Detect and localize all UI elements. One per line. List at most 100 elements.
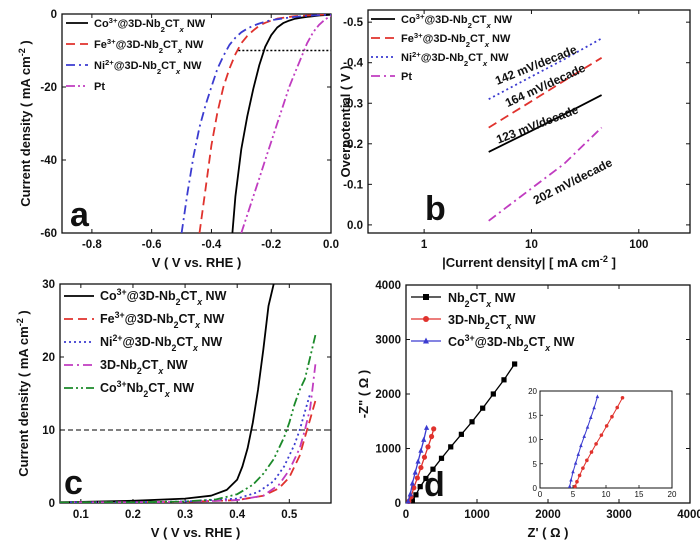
y-tick-label: 20	[42, 352, 55, 364]
inset-data-point	[581, 466, 585, 470]
legend-marker	[423, 337, 429, 344]
y-tick-label: -0.5	[343, 17, 363, 29]
legend-entry: Fe3+@3D-Nb2CTx NW	[94, 37, 204, 55]
inset-data-point	[585, 425, 590, 429]
plot-frame	[61, 13, 332, 234]
inset-data-point	[577, 473, 582, 478]
y-tick-label: -20	[40, 82, 57, 94]
x-tick-label: 1	[421, 239, 428, 251]
series-line	[231, 14, 331, 233]
data-point	[407, 491, 413, 497]
inset-data-point	[599, 433, 604, 437]
series-line	[240, 15, 331, 233]
y-tick-label: -0.1	[343, 179, 363, 191]
legend-entry: 3D-Nb2CTx NW	[100, 358, 188, 376]
series-line	[60, 334, 317, 503]
y-tick-label: -0.4	[343, 58, 363, 70]
x-tick-label: 0.5	[281, 509, 298, 521]
data-point	[421, 454, 428, 460]
panel-letter-b: b	[425, 190, 446, 228]
panel-a: -0.8 -0.6 -0.4 -0.2 0.0 -60 -40 -20 0 V ( V vs. R…	[17, 9, 339, 270]
data-point	[501, 377, 507, 383]
inset-data-point	[567, 484, 572, 488]
data-point	[405, 498, 411, 504]
inset-x-tick-label: 0	[538, 490, 543, 499]
y-tick-label: 3000	[375, 335, 401, 347]
inset-data-point	[575, 479, 579, 484]
series-line	[488, 94, 603, 153]
y-tick-label: -40	[40, 155, 57, 167]
inset-data-point	[595, 394, 600, 399]
inset-data-point	[569, 477, 573, 482]
x-tick-label: 0.4	[229, 509, 246, 521]
y-axis-label: Current density ( mA cm-2 )	[15, 310, 31, 477]
x-tick-label: 0.3	[177, 509, 193, 521]
data-point	[412, 469, 418, 475]
series-line	[488, 37, 603, 100]
inset-data-point	[576, 452, 581, 456]
x-tick-label: 0	[403, 509, 409, 521]
legend-entry: Fe3+@3D-Nb2CTx NW	[401, 31, 511, 49]
inset-data-point	[592, 405, 596, 410]
inset-y-tick-label: 20	[528, 387, 537, 396]
x-tick-label: -0.2	[261, 239, 281, 251]
inset-x-tick-label: 20	[668, 490, 677, 499]
y-tick-label: 2000	[375, 389, 401, 401]
data-point	[413, 492, 419, 498]
inset-data-point	[620, 395, 625, 400]
slope-annotation: 123 mV/decade	[494, 102, 580, 146]
legend-entry: Pt	[401, 71, 412, 83]
plot-frame	[367, 9, 691, 234]
series-line	[60, 393, 312, 503]
data-point	[448, 444, 454, 450]
x-axis-label: Z' ( Ω )	[528, 525, 569, 540]
data-point	[430, 466, 436, 472]
panel-c: 0.1 0.2 0.3 0.4 0.5 0 10 20 30 V ( V vs. RHE ) Cur…	[15, 279, 332, 540]
x-tick-label: 10	[525, 239, 538, 251]
inset-y-tick-label: 10	[528, 436, 537, 445]
data-point	[411, 485, 417, 491]
x-tick-label: 100	[629, 239, 648, 251]
data-point	[423, 475, 429, 482]
inset-y-tick-label: 15	[528, 411, 537, 420]
legend-entry: Co3+@3D-Nb2CTx NW	[401, 12, 513, 30]
inset-y-tick-label: 5	[533, 460, 538, 469]
data-point	[469, 419, 475, 425]
x-tick-label: 1000	[464, 509, 490, 521]
data-point	[415, 458, 421, 464]
legend-entry: Fe3+@3D-Nb2CTx NW	[100, 310, 225, 330]
data-point	[458, 431, 464, 437]
inset-data-point	[589, 450, 594, 454]
inset-data-point	[573, 460, 578, 465]
inset: 0 5 10 15 20 0 5 10 15 20	[528, 387, 677, 499]
data-point	[480, 405, 486, 411]
inset-data-point	[610, 414, 614, 419]
legend-entry: Co3+@3D-Nb2CTx NW	[100, 287, 227, 307]
data-point	[490, 391, 496, 397]
x-tick-label: 3000	[606, 509, 632, 521]
series-line	[60, 284, 275, 503]
data-point	[438, 455, 445, 461]
y-tick-label: 0	[395, 498, 401, 510]
inset-y-tick-label: 0	[533, 484, 538, 493]
x-axis-label: |Current density| [ mA cm-2 ]	[442, 254, 616, 270]
y-tick-label: -60	[40, 228, 57, 240]
inset-data-point	[582, 434, 587, 438]
x-tick-label: 0.1	[73, 509, 90, 521]
legend: Nb2CTx NW 3D-Nb2CTx NW Co3+@3D-Nb2CTx NW	[411, 291, 575, 353]
panel-letter-d: d	[424, 466, 445, 504]
panel-letter-c: c	[64, 464, 83, 502]
y-axis-label: -Z" ( Ω )	[356, 370, 371, 418]
y-tick-label: 4000	[375, 280, 401, 292]
x-tick-label: -0.8	[82, 239, 102, 251]
data-point	[417, 484, 423, 490]
legend-entry: Pt	[94, 81, 105, 93]
y-tick-label: 0	[51, 9, 57, 21]
legend-marker	[423, 316, 429, 322]
legend-entry: Co3+@3D-Nb2CTx NW	[94, 16, 206, 34]
legend-entry: Co3+@3D-Nb2CTx NW	[448, 333, 575, 353]
y-tick-label: 30	[42, 279, 55, 291]
